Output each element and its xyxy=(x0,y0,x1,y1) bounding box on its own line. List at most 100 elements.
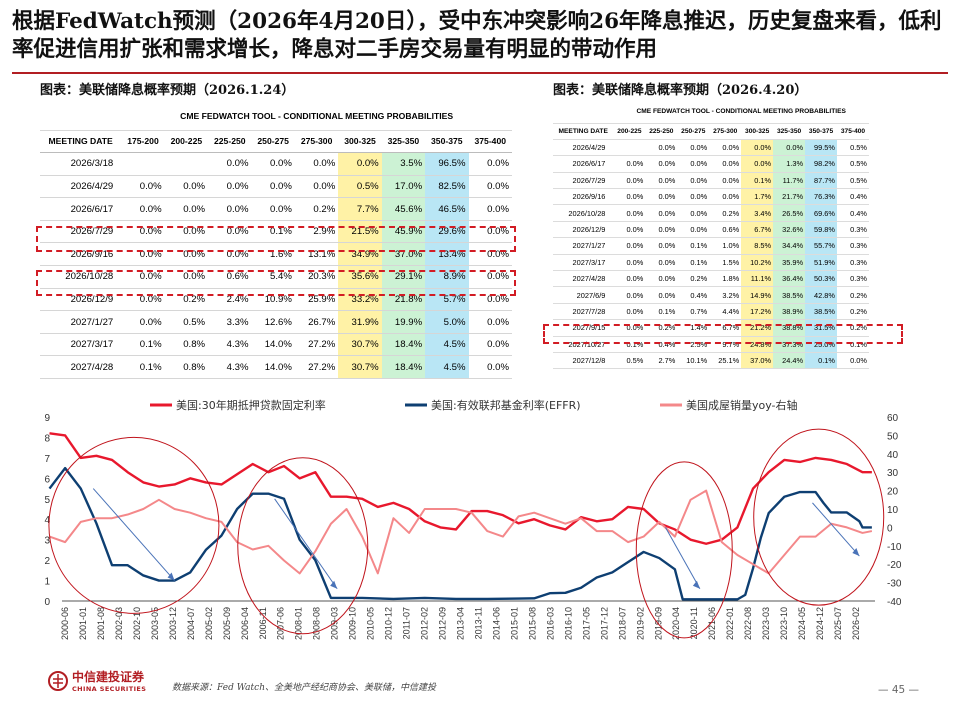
probability-cell: 2.7% xyxy=(645,352,678,370)
trend-arrow-0 xyxy=(92,488,175,581)
probability-cell: 13.4% xyxy=(425,242,469,267)
x-tick-label: 2022-08 xyxy=(743,607,753,640)
probability-cell: 25.9% xyxy=(294,288,339,312)
x-tick-label: 2010-12 xyxy=(384,607,394,640)
probability-cell: 82.5% xyxy=(425,175,469,199)
probability-cell: 0.3% xyxy=(836,254,869,272)
probability-cell: 0.0% xyxy=(613,303,646,321)
meeting-date-cell: 2026/4/29 xyxy=(553,139,614,157)
trend-arrowhead-1 xyxy=(330,580,338,589)
probability-cell: 4.4% xyxy=(709,303,742,321)
trend-arrow-1 xyxy=(274,498,338,590)
probability-cell: 3.3% xyxy=(208,310,252,334)
probability-cell xyxy=(164,152,209,176)
probability-cell: 0.0% xyxy=(645,221,678,239)
table-row: 2027/1/27 0.0% 0.5% 3.3% 12.6% 26.7% 31.9% 19.9… xyxy=(40,310,512,334)
highlight-box-2027-9-15 xyxy=(543,324,903,344)
y-right-tick: -10 xyxy=(887,542,902,553)
trend-arrow-2 xyxy=(665,527,701,589)
probability-cell: 0.0% xyxy=(645,172,678,190)
probability-cell: 0.0% xyxy=(208,175,252,199)
trend-arrowhead-2 xyxy=(692,580,700,589)
probability-cell: 87.7% xyxy=(805,172,837,190)
probability-cell: 35.9% xyxy=(773,254,806,272)
probability-cell: 0.2% xyxy=(645,319,678,337)
probability-cell: 11.7% xyxy=(773,172,806,190)
probability-cell: 0.1% xyxy=(677,237,710,255)
meeting-date-cell: 2027/10/27 xyxy=(553,336,614,353)
right-header-7: 350-375 xyxy=(805,123,837,140)
meeting-date-cell: 2027/4/28 xyxy=(40,355,122,380)
meeting-date-cell: 2026/7/29 xyxy=(553,172,614,190)
meeting-date-cell: 2027/3/17 xyxy=(553,254,614,272)
page-number: — 45 — xyxy=(878,684,920,696)
probability-cell: 17.0% xyxy=(381,175,426,199)
probability-cell: 0.2% xyxy=(836,319,869,337)
probability-cell: 0.0% xyxy=(121,197,165,221)
x-tick-label: 2010-05 xyxy=(366,607,376,640)
x-tick-label: 2008-01 xyxy=(294,607,304,640)
probability-cell: 38.9% xyxy=(773,303,806,321)
probability-cell: 0.0% xyxy=(645,270,678,288)
probability-cell: 21.2% xyxy=(741,319,774,337)
meeting-date-cell: 2027/12/8 xyxy=(553,352,614,370)
y-left-tick: 8 xyxy=(44,433,50,444)
legend-label-0: 美国:30年期抵押贷款固定利率 xyxy=(176,398,326,412)
probability-cell: 0.0% xyxy=(468,333,512,357)
x-tick-label: 2003-05 xyxy=(150,607,160,640)
probability-cell: 3.5% xyxy=(381,152,426,176)
probability-cell: 30.7% xyxy=(338,333,382,357)
table-row: 2026/9/16 0.0% 0.0% 0.0% 0.0% 1.7% 21.7% 76.3% 0… xyxy=(553,188,869,206)
probability-cell: 2.4% xyxy=(208,288,252,312)
y-right-tick: 50 xyxy=(887,431,899,442)
probability-cell: 17.2% xyxy=(741,303,774,321)
x-tick-label: 2011-07 xyxy=(402,607,412,639)
probability-cell: 0.0% xyxy=(645,204,678,222)
y-right-tick: 40 xyxy=(887,450,899,461)
probability-cell: 38.5% xyxy=(805,303,837,321)
x-tick-label: 2024-12 xyxy=(815,607,825,640)
x-tick-label: 2020-04 xyxy=(671,607,681,640)
probability-cell: 0.0% xyxy=(164,197,209,221)
x-tick-label: 2007-06 xyxy=(276,607,286,640)
x-tick-label: 2016-10 xyxy=(563,607,573,640)
probability-cell: 1.7% xyxy=(741,188,774,206)
x-tick-label: 2012-09 xyxy=(438,607,448,640)
logo-subtext: CHINA SECURITIES xyxy=(72,685,147,693)
probability-cell: 4.3% xyxy=(208,355,252,380)
probability-cell: 27.2% xyxy=(294,355,339,380)
y-left-tick: 4 xyxy=(44,515,50,526)
table-row: 2026/6/17 0.0% 0.0% 0.0% 0.0% 0.0% 1.3% 98.2% 0.… xyxy=(553,155,869,173)
probability-cell: 31.5% xyxy=(805,319,837,337)
probability-cell: 37.3% xyxy=(773,336,806,353)
series-line-2 xyxy=(49,489,873,575)
y-right-tick: -30 xyxy=(887,579,902,590)
meeting-date-cell: 2027/7/28 xyxy=(553,303,614,321)
probability-cell: 0.0% xyxy=(251,197,295,221)
page-title: 根据FedWatch预测（2026年4月20日），受中东冲突影响26年降息推迟，… xyxy=(12,9,942,62)
probability-cell: 26.5% xyxy=(773,204,806,222)
probability-cell: 0.0% xyxy=(645,254,678,272)
annotation-circle-2 xyxy=(635,461,733,639)
meeting-date-cell: 2026/12/9 xyxy=(40,288,122,312)
trend-arrow-3 xyxy=(812,502,860,557)
annotation-circle-0 xyxy=(48,436,220,614)
probability-cell: 46.5% xyxy=(425,197,469,221)
x-tick-label: 2003-12 xyxy=(168,607,178,640)
company-logo: 中信建投证券 CHINA SECURITIES xyxy=(48,668,146,693)
probability-cell: 0.0% xyxy=(164,242,209,267)
table-row: 2027/4/28 0.0% 0.0% 0.2% 1.8% 11.1% 36.4% 50.3%… xyxy=(553,270,869,288)
probability-cell: 0.1% xyxy=(613,336,646,353)
x-tick-label: 2017-05 xyxy=(581,607,591,640)
probability-cell: 0.3% xyxy=(836,270,869,288)
probability-cell: 18.4% xyxy=(381,355,426,380)
title-divider xyxy=(12,72,948,74)
probability-cell: 18.4% xyxy=(381,333,426,357)
probability-cell: 0.5% xyxy=(836,155,869,173)
x-tick-label: 2013-04 xyxy=(456,607,466,640)
left-header-0: MEETING DATE xyxy=(40,130,122,154)
table-row: 2027/1/27 0.0% 0.0% 0.1% 1.0% 8.5% 34.4% 55.7% 0… xyxy=(553,237,869,255)
probability-cell: 1.0% xyxy=(709,237,742,255)
right-header-3: 250-275 xyxy=(677,123,710,140)
left-header-7: 325-350 xyxy=(381,130,426,154)
